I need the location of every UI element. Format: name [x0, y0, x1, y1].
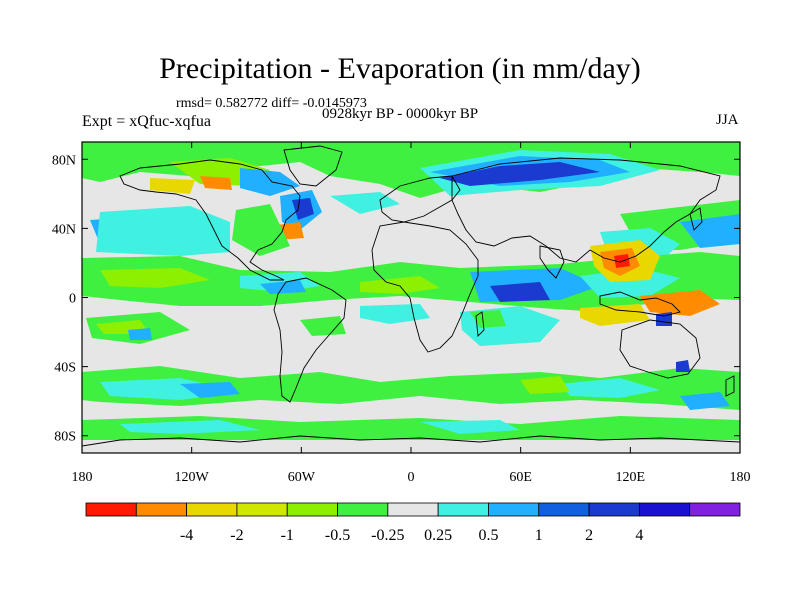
lat-ticks: 80N 40N 0 40S 80S	[52, 153, 740, 445]
colorbar-label: 2	[585, 527, 593, 544]
coast-madagascar	[475, 311, 485, 337]
field-southocean-green	[82, 366, 740, 410]
field-greenland-blue	[240, 168, 300, 196]
lon-tick-label: 180	[72, 470, 93, 485]
coast-antarctica	[82, 435, 740, 447]
coast-north-america	[119, 159, 301, 281]
lat-tick-label: 40S	[54, 361, 76, 376]
colorbar-label: 0.25	[424, 527, 452, 544]
field-na-orange	[200, 176, 232, 190]
anomaly-fields	[82, 142, 740, 440]
colorbar-swatch	[286, 502, 338, 517]
field-antarctic-green	[82, 416, 740, 440]
coast-south-america	[273, 277, 347, 403]
colorbar-swatch	[186, 502, 238, 517]
colorbar-swatch	[85, 502, 137, 517]
colorbar-swatch	[638, 502, 691, 517]
field-wpac-blue	[680, 214, 740, 248]
lon-tick-label: 60W	[288, 470, 316, 485]
coast-africa	[371, 221, 479, 353]
colorbar-label: -4	[180, 527, 193, 544]
field-atl-cyan	[330, 192, 400, 214]
field-safrica-lightgreen	[520, 376, 570, 394]
colorbar-swatch	[437, 502, 489, 517]
colorbar-swatch	[236, 502, 288, 517]
time-period-label: 0928kyr BP - 0000kyr BP	[322, 106, 479, 122]
field-siberia-darkblue	[440, 162, 600, 186]
coast-greenland	[283, 145, 343, 187]
field-us-green	[232, 204, 290, 256]
lon-tick-label: 120E	[616, 470, 646, 485]
colorbar-label: -1	[281, 527, 294, 544]
colorbar-label: -0.25	[371, 527, 404, 544]
coast-japan	[689, 207, 703, 231]
field-na-yellow	[150, 178, 195, 194]
colorbar-swatch	[689, 502, 741, 517]
field-antarctic-cyan	[120, 420, 260, 434]
coast-new-zealand	[725, 375, 735, 397]
lat-tick-label: 0	[69, 292, 76, 307]
field-southocean-cyan-2	[560, 378, 660, 398]
field-australia-blue	[676, 360, 690, 372]
field-pac-cyan	[96, 206, 230, 256]
colorbar-swatch	[588, 502, 640, 517]
lon-tick-label: 180	[730, 470, 751, 485]
colorbar-swatch	[538, 502, 590, 517]
coast-europe	[379, 175, 461, 223]
field-south-blue-pac	[128, 328, 152, 340]
lon-tick-label: 60E	[509, 470, 532, 485]
field-southocean-blue-2	[680, 392, 730, 410]
continent-outline-icon	[82, 145, 740, 447]
lat-tick-label: 80S	[54, 430, 76, 445]
plot-title: Precipitation - Evaporation (in mm/day)	[159, 52, 641, 85]
lon-tick-label: 120W	[175, 470, 210, 485]
colorbar-swatch	[387, 502, 439, 517]
rmsd-diff-stats: rmsd= 0.582772 diff= -0.0145973	[176, 96, 367, 111]
experiment-label: Expt = xQfuc-xqfua	[82, 113, 211, 130]
lat-tick-label: 40N	[52, 222, 76, 237]
lon-ticks: 180 120W 60W 0 60E 120E 180	[72, 142, 751, 485]
field-trop-lightgreen-2	[360, 276, 440, 294]
field-southocean-blue	[180, 382, 240, 398]
colorbar-swatch	[337, 502, 389, 517]
coast-india	[539, 245, 565, 279]
colorbar-label: 4	[635, 527, 643, 544]
field-trop-darkblue	[490, 282, 550, 302]
colorbar-label: -0.5	[325, 527, 350, 544]
field-trop-lightgreen	[100, 268, 210, 288]
field-antarctic-cyan-2	[420, 420, 520, 434]
colorbar-label: 0.5	[478, 527, 498, 544]
field-indonesia-blue	[656, 312, 672, 326]
field-indonesia-yellow	[580, 304, 650, 326]
map-area	[82, 142, 740, 453]
lon-tick-label: 0	[408, 470, 415, 485]
coast-australia	[619, 319, 701, 379]
field-indonesia-orange	[640, 290, 720, 316]
colorbar-swatch	[135, 502, 188, 517]
season-label: JJA	[716, 112, 739, 128]
coast-asia	[451, 157, 721, 263]
field-natl-darkblue	[292, 198, 314, 220]
field-south-green-atl	[300, 316, 346, 336]
lat-tick-label: 80N	[52, 153, 76, 168]
colorbar-label: -2	[230, 527, 243, 544]
colorbar-label: 1	[535, 527, 543, 544]
colorbar-swatch	[488, 502, 540, 517]
coast-indonesia	[599, 291, 681, 317]
colorbar: -4 -2 -1 -0.5 -0.25 0.25 0.5 1 2 4	[85, 502, 741, 544]
